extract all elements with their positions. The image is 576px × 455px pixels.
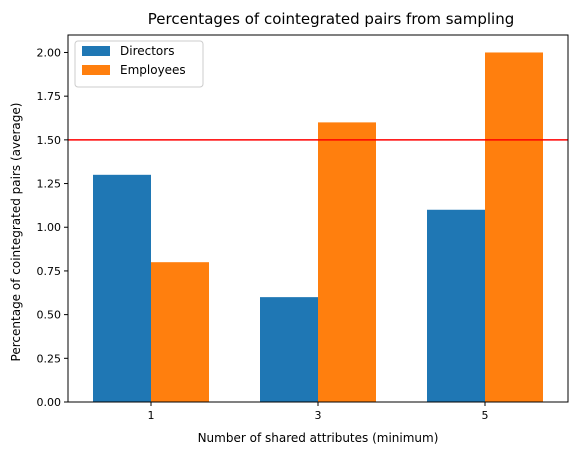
y-tick-label: 0.75 <box>37 265 62 278</box>
y-tick-label: 1.50 <box>37 134 62 147</box>
bar-directors-3 <box>260 297 318 402</box>
y-tick-label: 0.25 <box>37 352 62 365</box>
bar-directors-5 <box>427 209 485 402</box>
bar-employees-1 <box>151 262 209 402</box>
bar-directors-1 <box>93 174 151 402</box>
bar-employees-3 <box>318 122 376 402</box>
y-tick-label: 0.50 <box>37 309 62 322</box>
x-axis-label: Number of shared attributes (minimum) <box>198 431 439 445</box>
legend-label-employees: Employees <box>120 63 186 77</box>
legend-swatch-directors <box>82 46 110 56</box>
y-tick-label: 1.00 <box>37 221 62 234</box>
legend-swatch-employees <box>82 65 110 75</box>
y-tick-label: 1.75 <box>37 90 62 103</box>
x-tick-label: 3 <box>315 409 322 422</box>
x-axis: 1 3 5 <box>148 402 489 422</box>
x-tick-label: 1 <box>148 409 155 422</box>
bar-employees-5 <box>485 52 543 402</box>
y-axis-label: Percentage of cointegrated pairs (averag… <box>9 103 23 362</box>
y-tick-label: 1.25 <box>37 178 62 191</box>
plot-area <box>67 34 569 403</box>
x-tick-label: 5 <box>482 409 489 422</box>
y-axis: 0.00 0.25 0.50 0.75 1.00 1.25 1.50 1.75 2.00 <box>37 46 68 409</box>
legend-label-directors: Directors <box>120 44 174 58</box>
chart-title: Percentages of cointegrated pairs from s… <box>148 10 515 28</box>
legend: Directors Employees <box>74 40 204 88</box>
y-tick-label: 0.00 <box>37 396 62 409</box>
y-tick-label: 2.00 <box>37 46 62 59</box>
